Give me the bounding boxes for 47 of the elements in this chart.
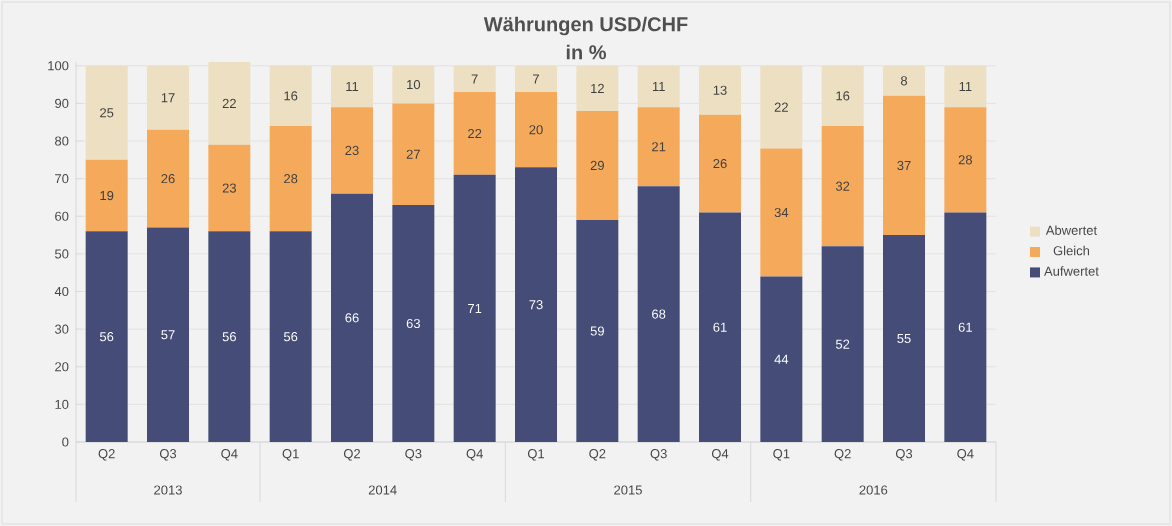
bar [208,231,251,442]
bar [821,125,864,247]
bar [269,231,312,442]
bar [821,246,864,442]
bar [85,159,128,232]
bar [699,212,742,442]
bar [85,65,128,160]
bar [269,65,312,126]
bar [760,65,803,149]
bar [637,107,680,187]
bar [699,114,742,213]
bar [699,65,742,115]
bar [331,65,374,108]
bar [576,220,619,442]
bar [944,212,987,442]
bar [208,144,251,232]
chart-title: Währungen USD/CHF [483,16,688,36]
bar [944,65,987,108]
bar [760,276,803,442]
bar [208,62,251,145]
bar [147,129,190,228]
bar [453,65,496,93]
bar [331,107,374,194]
bar [883,235,926,442]
bar [269,125,312,232]
bar [147,65,190,130]
bar [944,107,987,213]
bar [576,110,619,221]
bar [453,174,496,442]
bar [147,227,190,442]
bar [453,92,496,175]
bar [85,231,128,442]
bar [760,148,803,277]
bar [637,186,680,442]
bar [331,193,374,442]
bar [515,65,558,93]
bar [637,65,680,108]
bar [392,65,435,104]
bar [392,204,435,442]
bar [515,167,558,442]
chart-subtitle: in % [566,44,607,60]
bar [576,65,619,111]
bar [883,95,926,236]
bar [392,103,435,205]
bar [883,65,926,96]
bar [515,92,558,168]
bar [821,65,864,126]
